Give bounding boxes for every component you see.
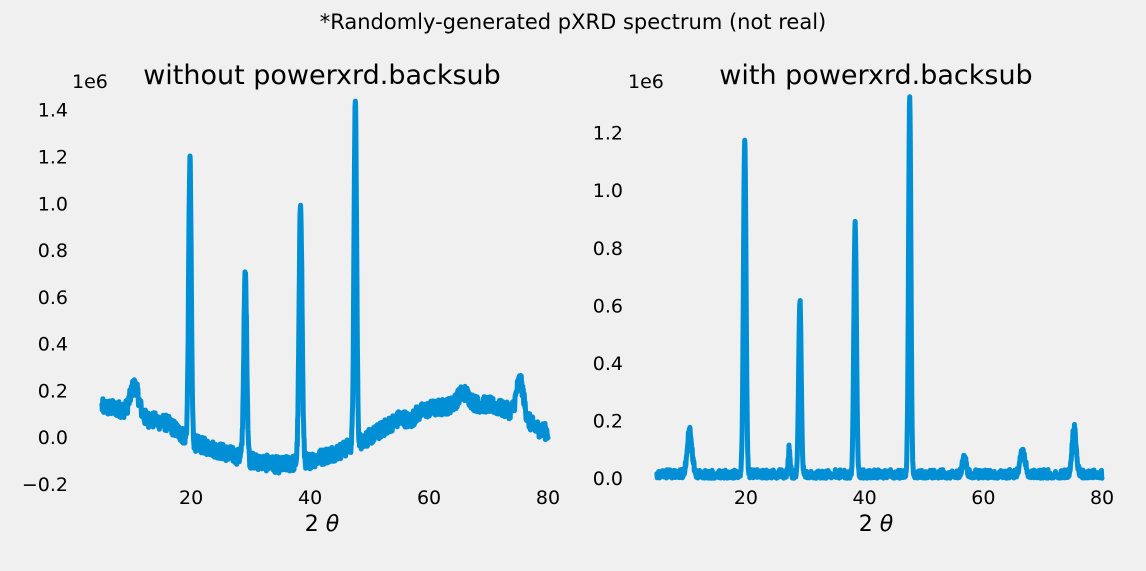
x-tick-label: 20 (179, 487, 203, 509)
x-tick-labels: 20 40 60 80 (734, 487, 1114, 509)
y-tick-label: 1.0 (38, 193, 68, 215)
plot-area (99, 98, 551, 476)
y-tick-label: 0.0 (593, 468, 623, 490)
axes-without-backsub: without powerxrd.backsub 1e6 −0.2 0.0 0.2 0… (22, 60, 560, 537)
y-tick-label: 0.0 (38, 427, 68, 449)
y-tick-label: 0.8 (38, 240, 68, 262)
y-tick-label: 1.4 (38, 100, 68, 122)
y-tick-label: 0.6 (593, 295, 623, 317)
y-tick-labels: −0.2 0.0 0.2 0.4 0.6 0.8 1.0 1.2 1.4 (22, 100, 68, 496)
y-tick-label: 0.2 (593, 411, 623, 433)
x-tick-label: 40 (853, 487, 877, 509)
axes-title: with powerxrd.backsub (719, 60, 1032, 91)
y-tick-label: 1.2 (593, 123, 623, 145)
y-tick-labels: 0.0 0.2 0.4 0.6 0.8 1.0 1.2 (593, 123, 623, 491)
x-tick-labels: 20 40 60 80 (179, 487, 560, 509)
y-offset-label: 1e6 (72, 71, 108, 93)
y-tick-label: 1.2 (38, 146, 68, 168)
y-tick-label: 1.0 (593, 180, 623, 202)
x-tick-label: 60 (417, 487, 441, 509)
y-tick-label: 0.8 (593, 238, 623, 260)
y-tick-label: −0.2 (22, 474, 68, 496)
y-tick-label: 0.4 (593, 353, 623, 375)
x-tick-label: 60 (971, 487, 995, 509)
spectrum-series-line (654, 94, 1105, 481)
x-tick-label: 80 (536, 487, 560, 509)
axes-with-backsub: with powerxrd.backsub 1e6 0.00.20.40.60.… (593, 60, 1114, 537)
x-tick-label: 80 (1090, 487, 1114, 509)
y-tick-label: 0.2 (38, 380, 68, 402)
y-offset-label: 1e6 (628, 71, 664, 93)
plot-area (654, 94, 1105, 481)
y-tick-label: 0.6 (38, 287, 68, 309)
x-tick-label: 40 (298, 487, 322, 509)
spectrum-series-line (99, 98, 551, 476)
x-tick-label: 20 (734, 487, 758, 509)
figure-suptitle: *Randomly-generated pXRD spectrum (not r… (320, 10, 827, 34)
x-axis-label: 2 θ (305, 512, 340, 537)
axes-title: without powerxrd.backsub (143, 60, 501, 91)
x-axis-label: 2 θ (859, 512, 894, 537)
y-tick-label: 0.4 (38, 334, 68, 356)
